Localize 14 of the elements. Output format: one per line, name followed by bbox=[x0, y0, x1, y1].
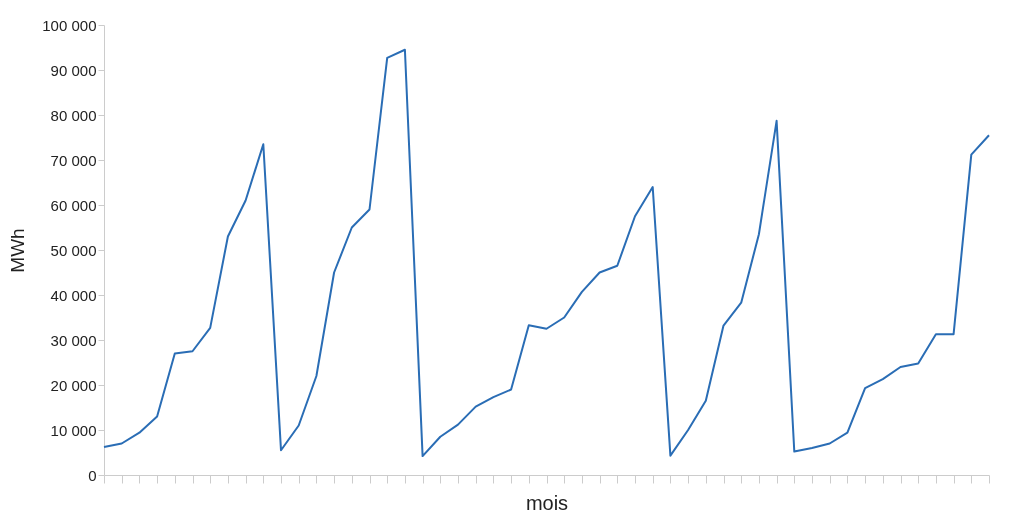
line-series bbox=[103, 48, 990, 458]
x-axis-title: mois bbox=[525, 492, 569, 513]
y-tick-label: 100 000 bbox=[42, 16, 97, 34]
y-tick-label: 40 000 bbox=[50, 286, 97, 304]
y-tick-label: 60 000 bbox=[50, 196, 97, 214]
y-tick-label: 50 000 bbox=[50, 241, 97, 259]
y-tick-label: 0 bbox=[88, 466, 97, 484]
y-axis-title: MWh bbox=[7, 228, 29, 273]
y-tick-label: 80 000 bbox=[50, 106, 97, 124]
y-tick-label: 70 000 bbox=[50, 151, 97, 169]
y-tick-label: 30 000 bbox=[50, 331, 97, 349]
y-tick-label: 90 000 bbox=[50, 61, 97, 79]
y-tick-label: 20 000 bbox=[50, 376, 97, 394]
y-tick-label: 10 000 bbox=[50, 421, 97, 439]
